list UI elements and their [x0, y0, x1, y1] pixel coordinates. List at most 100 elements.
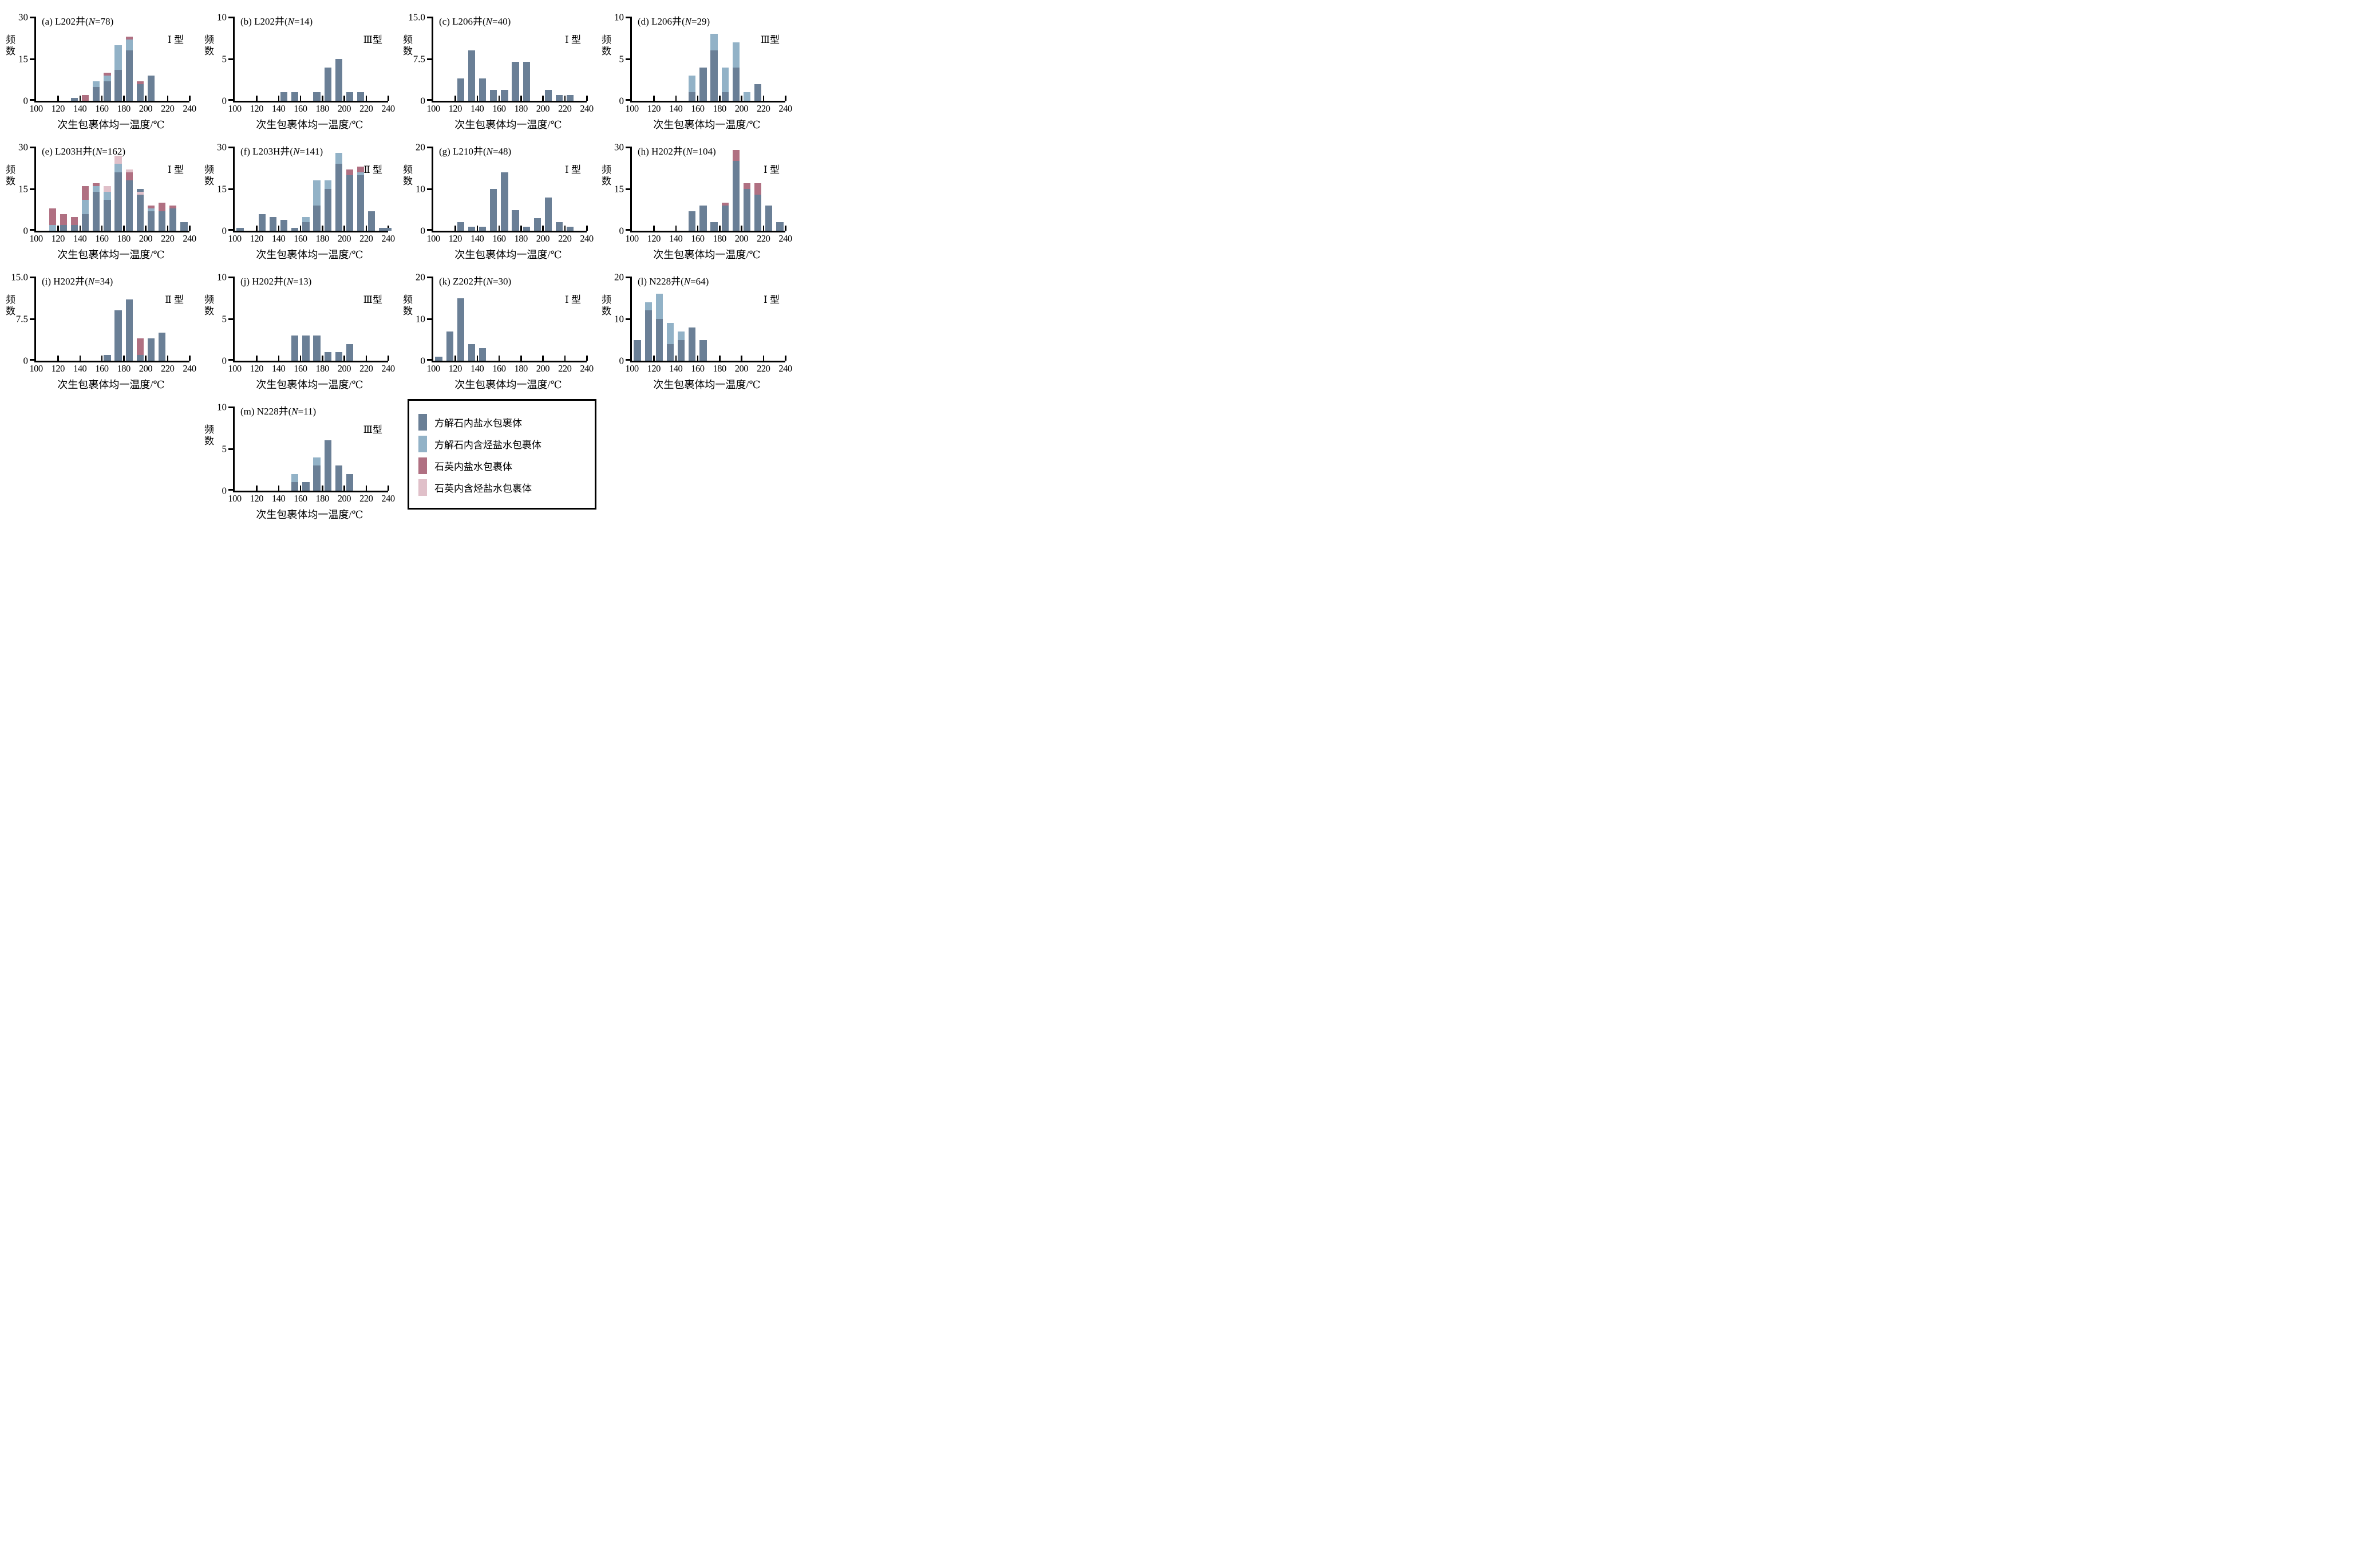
- stacked-bar: [368, 211, 375, 231]
- inclusion-type-label: Ⅲ型: [363, 294, 382, 305]
- bar-segment-quartz: [104, 73, 111, 76]
- x-tick-label: 180: [315, 363, 330, 374]
- plot-area-g: 0 10 20 100 120 140 160 180 200 220 240 (g) L210井(N…: [416, 143, 594, 243]
- x-tick-mark: [653, 226, 655, 231]
- x-axis-title: 次生包裹体均一温度/℃: [57, 249, 165, 261]
- bar-segment-calcite: [114, 70, 122, 101]
- stacked-bar: [236, 228, 244, 231]
- x-tick-label: 180: [514, 233, 528, 244]
- stacked-bar: [335, 152, 342, 231]
- x-tick-label: 160: [95, 363, 109, 374]
- x-tick-mark: [101, 96, 103, 101]
- x-tick-mark: [343, 226, 345, 231]
- bar-segment-quartz: [82, 95, 89, 101]
- stacked-bar: [335, 352, 342, 361]
- x-axis-title: 次生包裹体均一温度/℃: [57, 379, 165, 390]
- x-tick-label: 100: [625, 233, 639, 244]
- x-tick-label: 100: [29, 233, 43, 244]
- inclusion-type-label: Ⅲ型: [363, 34, 382, 45]
- legend-item-quartz_hc: 石英内含烃盐水包裹体: [418, 479, 586, 496]
- stacked-bar: [125, 299, 133, 361]
- stacked-bar: [634, 340, 641, 361]
- x-tick-mark: [498, 96, 500, 101]
- x-tick-label: 200: [337, 363, 351, 374]
- y-tick-label: 10: [416, 313, 425, 325]
- stacked-bar: [324, 352, 331, 361]
- y-tick-mark: [626, 146, 632, 148]
- x-tick-label: 140: [271, 363, 286, 374]
- y-tick-label: 30: [217, 141, 227, 153]
- inclusion-type-label: Ⅰ 型: [565, 294, 581, 305]
- x-tick-mark: [697, 96, 699, 101]
- x-tick-label: 100: [29, 363, 43, 374]
- bar-segment-calcite: [357, 92, 365, 101]
- stacked-bar: [180, 222, 188, 231]
- stacked-bar: [114, 45, 122, 101]
- bar-segment-calcite: [291, 228, 299, 231]
- panel-title: (b) L202井(N=14): [240, 16, 313, 27]
- plot-area-l: 0 10 20 100 120 140 160 180 200 220 240 (l) N228井(N…: [614, 273, 792, 373]
- bar-segment-calcite: [479, 226, 487, 231]
- y-tick-label: 0: [619, 225, 624, 236]
- y-tick-label: 10: [614, 11, 624, 23]
- legend-swatch-calcite_hc: [418, 436, 427, 452]
- x-tick-mark: [741, 226, 742, 231]
- bar-segment-quartz: [743, 183, 751, 190]
- stacked-bar: [291, 228, 299, 231]
- bar-segment-calcite: [368, 211, 375, 231]
- y-axis-title: 频数: [203, 294, 214, 317]
- bar-segment-calcite: [114, 310, 122, 361]
- x-tick-mark: [322, 486, 323, 491]
- y-tick-mark: [427, 99, 433, 101]
- bar-segment-calcite: [765, 206, 773, 231]
- y-axis-title: 频数: [600, 34, 611, 57]
- bar-segment-calcite_hc: [655, 294, 663, 319]
- bar-segment-calcite: [335, 59, 342, 101]
- bar-segment-calcite_hc: [291, 473, 299, 483]
- x-tick-mark: [564, 96, 566, 101]
- x-tick-label: 220: [359, 363, 373, 374]
- y-tick-label: 30: [614, 141, 624, 153]
- bar-segment-quartz: [357, 167, 365, 172]
- x-tick-label: 120: [647, 363, 661, 374]
- y-tick-label: 5: [222, 313, 227, 325]
- x-tick-label: 100: [426, 103, 440, 114]
- x-tick-mark: [189, 226, 191, 231]
- x-tick-label: 200: [337, 233, 351, 244]
- bar-segment-calcite: [104, 355, 111, 361]
- x-tick-mark: [741, 96, 742, 101]
- x-tick-label: 220: [558, 233, 572, 244]
- y-tick-mark: [228, 16, 235, 18]
- legend-item-calcite: 方解石内盐水包裹体: [418, 414, 586, 431]
- x-tick-label: 100: [228, 103, 242, 114]
- bar-segment-calcite: [479, 348, 487, 361]
- x-tick-mark: [123, 226, 125, 231]
- stacked-bar: [655, 294, 663, 361]
- y-tick-label: 10: [416, 183, 425, 195]
- x-tick-mark: [256, 486, 258, 491]
- bar-segment-calcite: [291, 92, 299, 101]
- y-tick-mark: [228, 406, 235, 408]
- x-tick-mark: [719, 96, 721, 101]
- y-tick-label: 20: [614, 271, 624, 283]
- y-tick-label: 30: [18, 141, 28, 153]
- bar-segment-calcite_hc: [125, 39, 133, 51]
- x-tick-mark: [697, 226, 699, 231]
- stacked-bar: [291, 336, 299, 361]
- x-tick-label: 220: [161, 233, 175, 244]
- x-tick-label: 140: [669, 233, 683, 244]
- inclusion-type-label: Ⅰ 型: [764, 294, 780, 305]
- stacked-bar: [446, 331, 453, 361]
- stacked-bar: [457, 222, 464, 231]
- stacked-bar: [567, 226, 574, 231]
- stacked-bar: [125, 169, 133, 231]
- x-tick-label: 160: [294, 363, 307, 374]
- bar-segment-calcite: [125, 299, 133, 361]
- y-tick-label: 0: [420, 225, 426, 236]
- x-tick-label: 100: [625, 363, 639, 374]
- y-tick-mark: [228, 229, 235, 231]
- x-tick-mark: [697, 356, 699, 361]
- bar-segment-calcite: [479, 78, 487, 101]
- bar-segment-calcite_hc: [49, 225, 56, 231]
- x-tick-label: 160: [492, 233, 506, 244]
